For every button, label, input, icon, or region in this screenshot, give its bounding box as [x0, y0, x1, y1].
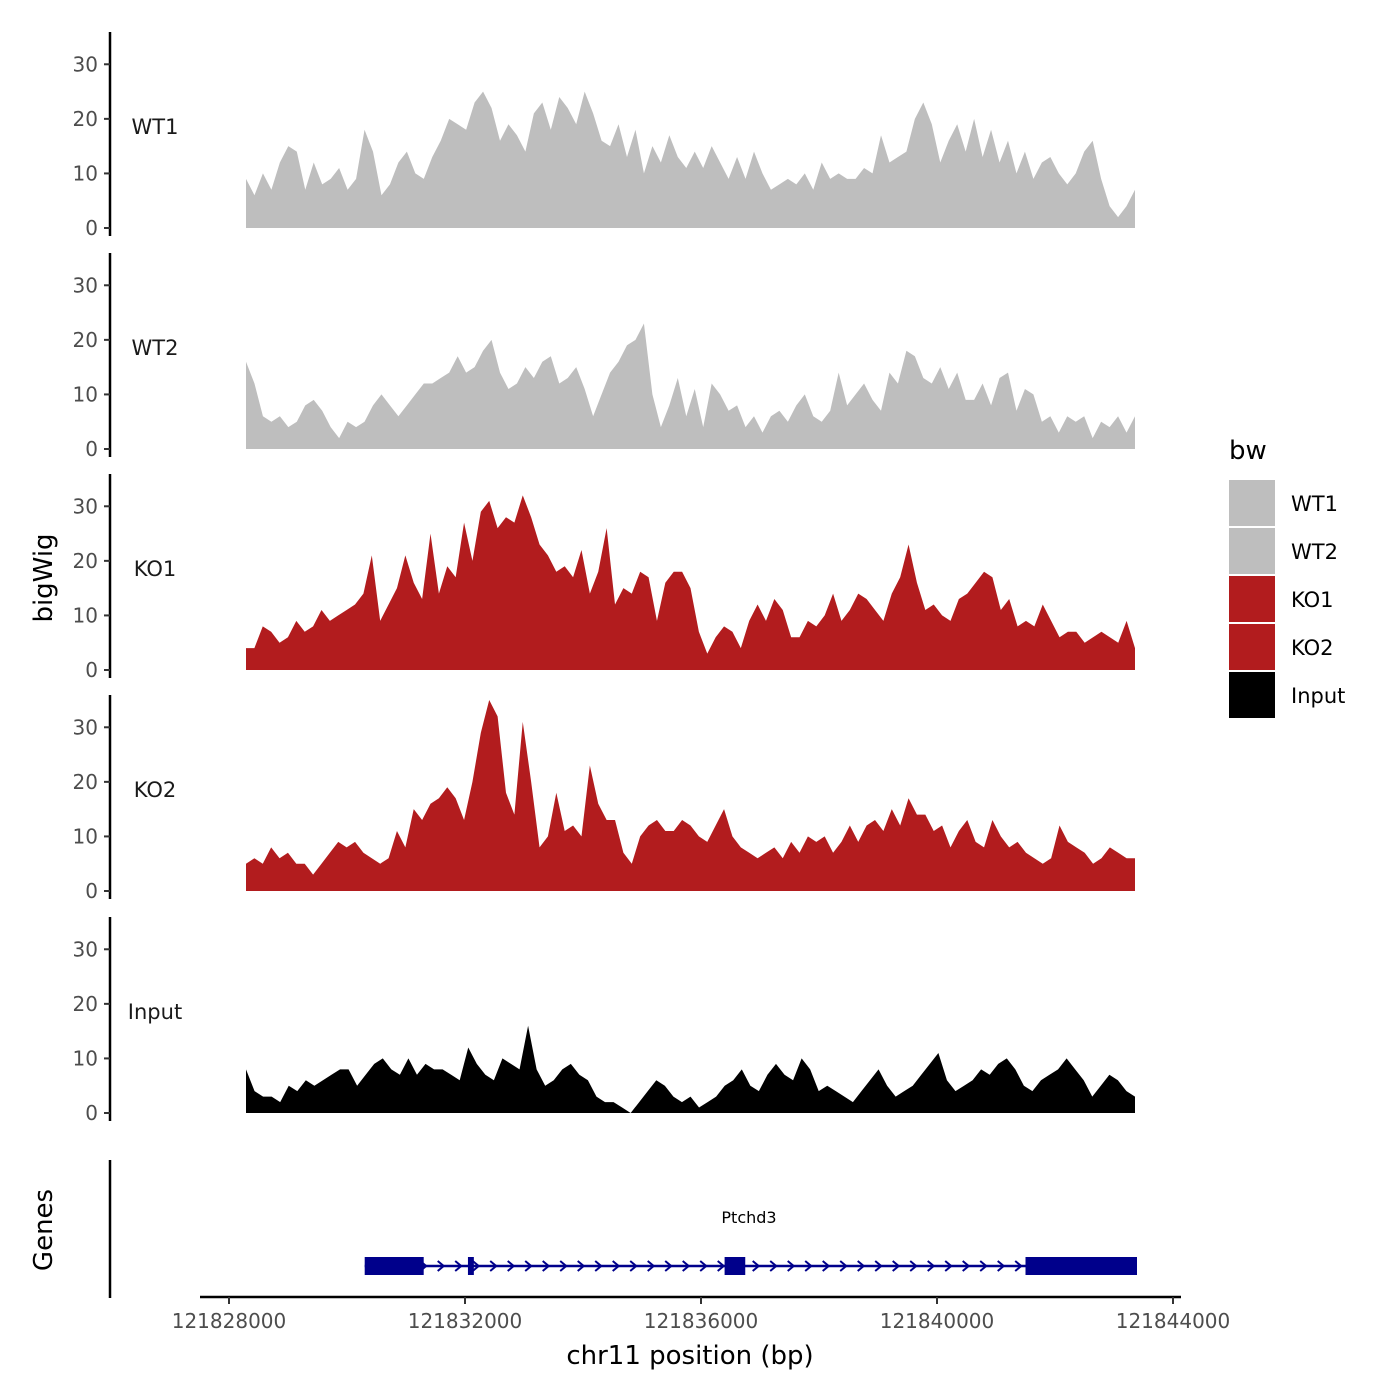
y-tick-label: 10: [73, 603, 98, 627]
legend-item-wt2: WT2: [1229, 528, 1338, 574]
genes-panel: Ptchd3: [110, 1160, 1137, 1298]
track-label: WT2: [132, 336, 179, 360]
gene-exon: [365, 1257, 424, 1275]
track-label: KO1: [134, 557, 177, 581]
gene-exon: [468, 1257, 474, 1275]
y-tick-label: 30: [73, 52, 98, 76]
y-tick-label: 10: [73, 382, 98, 406]
legend: bw WT1 WT2 KO1 KO2 Input: [1229, 436, 1345, 718]
legend-item-wt1: WT1: [1229, 480, 1338, 526]
y-tick-label: 20: [73, 328, 98, 352]
x-axis: 121828000 121832000 121836000 121840000 1218…: [172, 1297, 1231, 1333]
gene-exon: [1026, 1257, 1138, 1275]
legend-swatch: [1229, 576, 1275, 622]
legend-label: WT1: [1291, 492, 1338, 516]
legend-label: Input: [1291, 684, 1345, 708]
y-tick-label: 30: [73, 273, 98, 297]
y-tick-label: 20: [73, 549, 98, 573]
x-tick-label: 121844000: [1116, 1309, 1231, 1333]
area-ko1: [246, 495, 1135, 670]
gene-exon: [725, 1257, 746, 1275]
y-tick-label: 0: [85, 1101, 98, 1125]
y-tick-label: 10: [73, 1046, 98, 1070]
track-label: WT1: [132, 115, 179, 139]
gene-label: Ptchd3: [721, 1208, 776, 1227]
y-tick-label: 20: [73, 992, 98, 1016]
y-axis-title: bigWig: [29, 533, 59, 622]
y-tick-label: 20: [73, 107, 98, 131]
legend-swatch: [1229, 528, 1275, 574]
y-tick-label: 20: [73, 770, 98, 794]
legend-swatch: [1229, 672, 1275, 718]
track-label: Input: [128, 1000, 182, 1024]
y-tick-label: 0: [85, 879, 98, 903]
legend-title: bw: [1229, 436, 1267, 466]
y-tick-label: 30: [73, 715, 98, 739]
y-tick-label: 0: [85, 437, 98, 461]
chart-canvas: 0 10 20 30 WT1 0 10 20 30 WT2 0 10 20 30 KO1 0 10 20 30 KO2…: [0, 0, 1400, 1400]
legend-item-ko1: KO1: [1229, 576, 1334, 622]
x-tick-label: 121840000: [880, 1309, 995, 1333]
legend-item-input: Input: [1229, 672, 1345, 718]
legend-label: WT2: [1291, 540, 1338, 564]
y-tick-label: 0: [85, 658, 98, 682]
track-wt1: 0 10 20 30 WT1: [73, 32, 1135, 240]
area-ko2: [246, 700, 1135, 891]
x-tick-label: 121828000: [172, 1309, 287, 1333]
track-ko2: 0 10 20 30 KO2: [73, 695, 1135, 903]
x-tick-label: 121836000: [644, 1309, 759, 1333]
y-tick-label: 10: [73, 161, 98, 185]
area-wt2: [246, 323, 1135, 449]
legend-label: KO2: [1291, 636, 1334, 660]
x-tick-label: 121832000: [408, 1309, 523, 1333]
y-tick-label: 10: [73, 824, 98, 848]
y-tick-label: 30: [73, 494, 98, 518]
x-axis-title: chr11 position (bp): [566, 1341, 813, 1371]
tracks-group: 0 10 20 30 WT1 0 10 20 30 WT2 0 10 20 30 KO1 0 10 20 30 KO2…: [73, 32, 1135, 1125]
gene-ptchd3: Ptchd3: [365, 1208, 1137, 1275]
legend-swatch: [1229, 480, 1275, 526]
y-tick-label: 0: [85, 216, 98, 240]
genes-axis-title: Genes: [29, 1189, 59, 1271]
legend-label: KO1: [1291, 588, 1334, 612]
y-tick-label: 30: [73, 937, 98, 961]
track-wt2: 0 10 20 30 WT2: [73, 253, 1135, 461]
legend-item-ko2: KO2: [1229, 624, 1334, 670]
track-input: 0 10 20 30 Input: [73, 917, 1135, 1125]
track-label: KO2: [134, 778, 177, 802]
area-wt1: [246, 92, 1135, 228]
legend-swatch: [1229, 624, 1275, 670]
area-input: [246, 1026, 1135, 1113]
track-ko1: 0 10 20 30 KO1: [73, 474, 1135, 682]
